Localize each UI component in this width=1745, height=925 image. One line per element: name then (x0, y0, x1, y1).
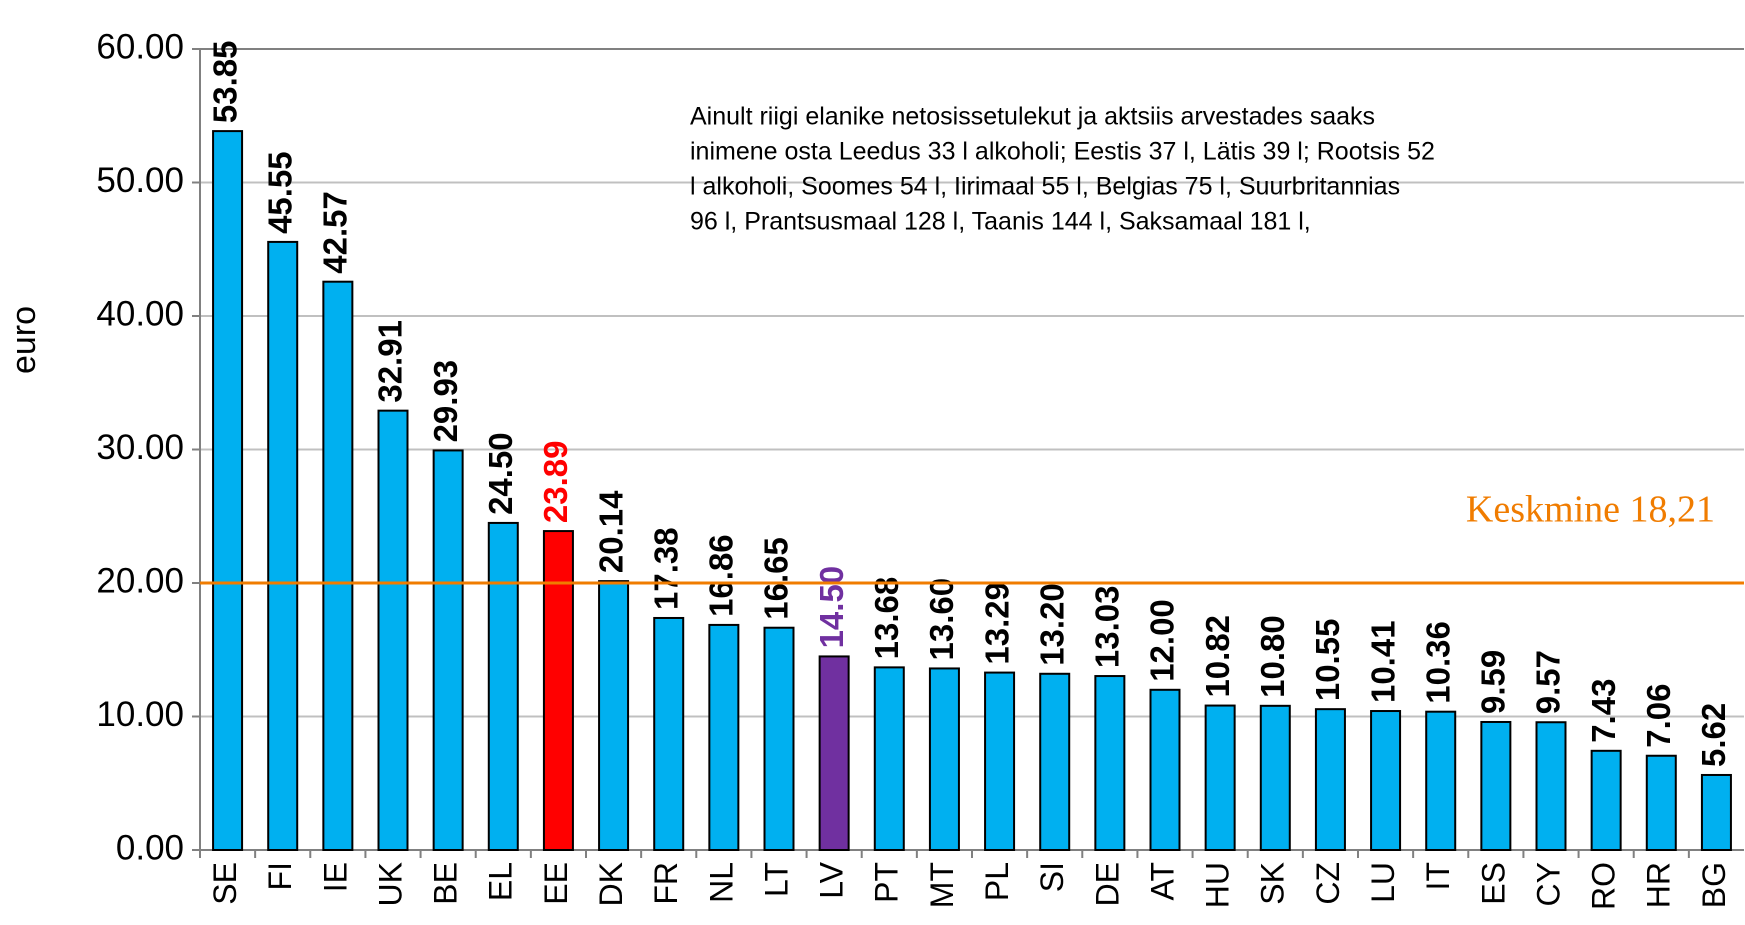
x-tick-label: SE (207, 862, 243, 905)
value-label: 13.68 (868, 577, 905, 660)
bar (1149, 688, 1181, 851)
x-tick-label: HR (1641, 862, 1677, 908)
x-tick-label: IT (1420, 862, 1456, 890)
value-label: 53.85 (206, 41, 243, 124)
x-tick-label: BG (1696, 862, 1732, 908)
bar (708, 623, 740, 851)
value-label: 16.86 (703, 534, 740, 617)
y-tick-label: 10.00 (96, 695, 184, 734)
bar (377, 409, 409, 851)
bar (653, 616, 685, 851)
bar (1314, 708, 1346, 851)
value-label: 10.55 (1309, 619, 1346, 702)
x-tick-label: EE (538, 862, 574, 905)
value-label: 45.55 (261, 151, 298, 234)
bar (1700, 773, 1732, 852)
annotation: inimene osta Leedus 33 l alkoholi; Eesti… (690, 138, 1435, 166)
bar (818, 655, 850, 851)
bar (1535, 721, 1567, 851)
x-tick-label: EL (483, 862, 519, 901)
bar (267, 240, 299, 852)
bar (1590, 749, 1622, 852)
x-tick-label: CY (1530, 862, 1566, 906)
bar (873, 666, 905, 852)
y-tick-label: 30.00 (96, 428, 184, 467)
reference-label: Keskmine 18,21 (1466, 489, 1715, 531)
x-tick-label: DE (1089, 862, 1125, 906)
bar (487, 521, 519, 851)
x-tick-label: LU (1365, 862, 1401, 903)
x-tick-label: SI (1034, 862, 1070, 892)
x-tick-label: HU (1200, 862, 1236, 908)
x-tick-label: UK (372, 862, 408, 906)
bar (984, 671, 1016, 851)
value-label: 10.80 (1254, 615, 1291, 698)
bar (763, 626, 795, 851)
value-label: 12.00 (1144, 599, 1181, 682)
value-label: 13.03 (1089, 585, 1126, 668)
value-label: 20.14 (592, 490, 629, 573)
bar (1480, 720, 1512, 852)
y-tick-label: 60.00 (96, 27, 184, 66)
x-tick-label: FI (262, 862, 298, 890)
x-tick-label: MT (924, 862, 960, 908)
y-tick-label: 40.00 (96, 294, 184, 333)
value-label: 7.43 (1585, 679, 1622, 743)
y-axis-label: euro (5, 306, 43, 374)
annotation: l alkoholi, Soomes 54 l, Iirimaal 55 l, … (690, 173, 1400, 201)
annotation: Ainult riigi elanike netosissetulekut ja… (690, 103, 1375, 131)
y-tick-label: 50.00 (96, 161, 184, 200)
x-tick-label: AT (1144, 862, 1180, 901)
value-label: 29.93 (427, 360, 464, 443)
bar (322, 280, 354, 851)
x-tick-label: PT (869, 862, 905, 903)
x-tick-label: LV (814, 861, 850, 898)
value-label: 23.89 (537, 440, 574, 523)
x-tick-label: CZ (1310, 862, 1346, 905)
y-tick-label: 20.00 (96, 561, 184, 600)
value-label: 16.65 (758, 537, 795, 620)
x-tick-label: ES (1475, 862, 1511, 905)
value-label: 13.60 (923, 578, 960, 661)
value-label: 42.57 (317, 191, 354, 274)
x-tick-label: FR (648, 862, 684, 905)
bar (1370, 710, 1402, 851)
value-label: 14.50 (813, 566, 850, 649)
x-tick-label: RO (1586, 862, 1622, 910)
x-tick-label: LT (758, 862, 794, 897)
bar (598, 580, 630, 851)
x-tick-label: PL (979, 862, 1015, 901)
value-label: 10.41 (1364, 620, 1401, 703)
value-label: 13.20 (1033, 583, 1070, 666)
value-label: 32.91 (372, 320, 409, 403)
value-label: 10.82 (1199, 615, 1236, 698)
value-label: 17.38 (647, 527, 684, 610)
bar (1259, 704, 1291, 851)
value-label: 10.36 (1419, 621, 1456, 704)
value-label: 7.06 (1640, 684, 1677, 748)
x-tick-label: IE (317, 862, 353, 892)
bar (432, 449, 464, 851)
x-tick-label: BE (428, 862, 464, 905)
bar (1094, 675, 1126, 851)
value-label: 9.59 (1475, 650, 1512, 714)
x-tick-label: SK (1255, 862, 1291, 905)
bar (1204, 704, 1236, 851)
value-label: 24.50 (482, 432, 519, 515)
bar (1645, 754, 1677, 852)
bar (928, 667, 960, 851)
x-tick-label: DK (593, 862, 629, 906)
x-tick-label: NL (703, 862, 739, 903)
value-label: 13.29 (978, 582, 1015, 665)
bar (1039, 672, 1071, 852)
value-label: 9.57 (1530, 650, 1567, 714)
value-label: 5.62 (1695, 703, 1732, 767)
bar (542, 530, 574, 851)
annotation: 96 l, Prantsusmaal 128 l, Taanis 144 l, … (690, 208, 1311, 236)
bar (212, 130, 244, 852)
bar (1425, 710, 1457, 851)
y-tick-label: 0.00 (116, 828, 184, 867)
